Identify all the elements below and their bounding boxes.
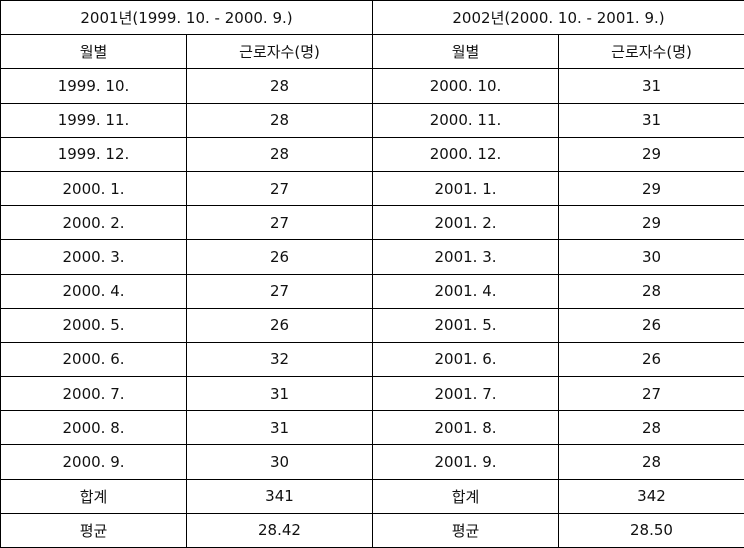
table-cell: 2001. 6.	[372, 341, 559, 378]
table-cell: 2001. 5.	[372, 307, 559, 343]
table-cell: 합계	[0, 478, 187, 514]
data-row: 2000. 9. 30 2001. 9. 28	[0, 444, 744, 480]
data-row: 2000. 2. 27 2001. 2. 29	[0, 205, 744, 241]
table-cell: 2001. 1.	[372, 170, 559, 207]
table-cell: 29	[558, 136, 744, 172]
table-cell: 2001. 8.	[372, 410, 559, 446]
table-cell: 2000. 4.	[0, 273, 187, 309]
data-row: 평균 28.42 평균 28.50	[0, 512, 744, 548]
group-header-row: 2001년(1999. 10. - 2000. 9.) 2002년(2000. 1…	[0, 0, 744, 36]
table-cell: 평균	[372, 512, 559, 548]
group-header: 2002년(2000. 10. - 2001. 9.)	[372, 0, 744, 36]
table-cell: 27	[558, 376, 744, 412]
table-cell: 28	[186, 102, 373, 138]
table-cell: 28.50	[558, 512, 744, 548]
table-cell: 2001. 3.	[372, 239, 559, 275]
table-cell: 2000. 5.	[0, 307, 187, 343]
data-row: 2000. 1. 27 2001. 1. 29	[0, 170, 744, 207]
table-cell: 2000. 12.	[372, 136, 559, 172]
data-row: 2000. 7. 31 2001. 7. 27	[0, 376, 744, 412]
table-cell: 31	[186, 410, 373, 446]
table-cell: 27	[186, 205, 373, 241]
table-cell: 26	[558, 341, 744, 378]
table-cell: 31	[558, 68, 744, 104]
column-header: 근로자수(명)	[186, 34, 373, 70]
table-cell: 2000. 11.	[372, 102, 559, 138]
column-header: 월별	[0, 34, 187, 70]
table-cell: 26	[558, 307, 744, 343]
table-cell: 27	[186, 273, 373, 309]
table-cell: 342	[558, 478, 744, 514]
table-cell: 2000. 7.	[0, 376, 187, 412]
table-cell: 26	[186, 307, 373, 343]
table-cell: 2001. 7.	[372, 376, 559, 412]
data-row: 2000. 3. 26 2001. 3. 30	[0, 239, 744, 275]
table-cell: 합계	[372, 478, 559, 514]
group-header: 2001년(1999. 10. - 2000. 9.)	[0, 0, 373, 36]
data-row: 2000. 5. 26 2001. 5. 26	[0, 307, 744, 343]
table-cell: 28	[186, 136, 373, 172]
column-header: 월별	[372, 34, 559, 70]
table-cell: 27	[186, 170, 373, 207]
table-cell: 29	[558, 170, 744, 207]
data-row: 합계 341 합계 342	[0, 478, 744, 514]
column-header-row: 월별 근로자수(명) 월별 근로자수(명)	[0, 34, 744, 70]
table-cell: 2000. 2.	[0, 205, 187, 241]
table-cell: 28.42	[186, 512, 373, 548]
table-cell: 30	[558, 239, 744, 275]
data-row: 1999. 11. 28 2000. 11. 31	[0, 102, 744, 138]
table-cell: 29	[558, 205, 744, 241]
table-cell: 28	[558, 273, 744, 309]
table-cell: 2000. 1.	[0, 170, 187, 207]
table-cell: 2001. 9.	[372, 444, 559, 480]
data-row: 1999. 10. 28 2000. 10. 31	[0, 68, 744, 104]
table-cell: 2000. 9.	[0, 444, 187, 480]
table-cell: 28	[558, 444, 744, 480]
table-cell: 평균	[0, 512, 187, 548]
table-cell: 1999. 10.	[0, 68, 187, 104]
table-cell: 2000. 10.	[372, 68, 559, 104]
column-header: 근로자수(명)	[558, 34, 744, 70]
table-cell: 30	[186, 444, 373, 480]
data-row: 1999. 12. 28 2000. 12. 29	[0, 136, 744, 172]
data-row: 2000. 6. 32 2001. 6. 26	[0, 341, 744, 378]
table-cell: 2000. 8.	[0, 410, 187, 446]
table-cell: 2000. 3.	[0, 239, 187, 275]
table-cell: 31	[186, 376, 373, 412]
table-cell: 31	[558, 102, 744, 138]
table-cell: 2001. 4.	[372, 273, 559, 309]
table-cell: 2000. 6.	[0, 341, 187, 378]
table-cell: 32	[186, 341, 373, 378]
data-row: 2000. 8. 31 2001. 8. 28	[0, 410, 744, 446]
table-cell: 26	[186, 239, 373, 275]
table-cell: 1999. 11.	[0, 102, 187, 138]
table-cell: 1999. 12.	[0, 136, 187, 172]
table-cell: 28	[558, 410, 744, 446]
data-row: 2000. 4. 27 2001. 4. 28	[0, 273, 744, 309]
table-cell: 341	[186, 478, 373, 514]
table-cell: 2001. 2.	[372, 205, 559, 241]
table-cell: 28	[186, 68, 373, 104]
